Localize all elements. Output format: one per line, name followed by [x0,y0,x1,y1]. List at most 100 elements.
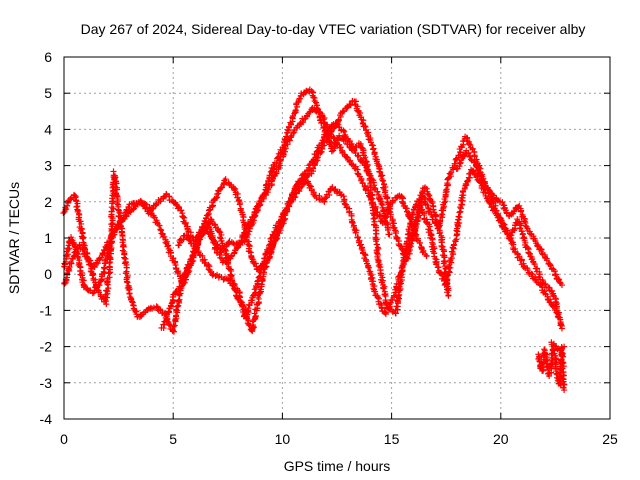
x-tick-label: 20 [493,431,509,447]
data-point [374,188,381,195]
y-tick-label: -2 [40,339,53,355]
data-point [89,272,96,279]
data-point [475,169,482,176]
data-point [516,202,523,209]
data-point [470,168,477,175]
data-point [444,272,451,279]
y-tick-label: 2 [44,194,52,210]
data-point [466,141,473,148]
data-point [70,253,77,260]
data-point [269,175,276,182]
data-point [312,154,319,161]
data-point [172,316,179,323]
data-point [257,286,264,293]
data-point [448,255,455,262]
data-point [91,264,98,271]
data-point [558,282,565,289]
data-point [286,201,293,208]
data-point [380,285,387,292]
data-point [124,279,131,286]
data-point [126,290,133,297]
data-point [372,185,379,192]
data-point [175,270,182,277]
data-point [252,313,259,320]
data-point [370,285,377,292]
grid-lines [64,57,610,419]
data-point [320,116,327,123]
data-point [334,120,341,127]
data-point [429,200,436,207]
data-point [370,215,377,222]
data-point [390,292,397,299]
data-point [399,199,406,206]
data-point [377,169,384,176]
data-point [185,265,192,272]
y-tick-label: -1 [40,302,53,318]
data-point [487,201,494,208]
data-point [355,234,362,241]
data-point [101,264,108,271]
data-point [374,294,381,301]
data-point [377,212,384,219]
data-point [560,378,567,385]
data-point [338,192,345,199]
data-point [560,353,567,360]
data-point [209,234,216,241]
data-point [73,203,80,210]
data-point [67,196,74,203]
data-point [361,123,368,130]
data-point [186,236,193,243]
data-point [423,185,430,192]
data-point [229,282,236,289]
data-point [176,283,183,290]
data-point [80,246,87,253]
data-point [352,229,359,236]
data-point [559,375,566,382]
data-point [442,187,449,194]
y-tick-label: -3 [40,375,53,391]
data-point [60,210,67,217]
data-point [299,119,306,126]
data-point [458,201,465,208]
data-point [478,177,485,184]
data-point [202,215,209,222]
data-point [357,241,364,248]
data-point [561,381,568,388]
data-point [273,227,280,234]
data-markers [60,86,568,394]
x-tick-label: 25 [602,431,618,447]
data-point [548,287,555,294]
data-point [367,139,374,146]
data-point [463,178,470,185]
data-point [370,145,377,152]
data-point [67,259,74,266]
data-point [447,264,454,271]
data-point [146,205,153,212]
data-point [222,246,229,253]
data-point [341,108,348,115]
data-point [326,191,333,198]
data-point [216,228,223,235]
data-point [459,192,466,199]
data-point [209,272,216,279]
data-point [121,254,128,261]
y-tick-label: -4 [40,411,53,427]
data-point [386,231,393,238]
data-point [263,263,270,270]
data-point [69,256,76,263]
data-point [175,242,182,249]
data-point [392,230,399,237]
data-point [491,207,498,214]
data-point [130,302,137,309]
data-point [173,313,180,320]
data-point [389,198,396,205]
y-tick-label: 1 [44,230,52,246]
data-point [493,196,500,203]
data-point [116,209,123,216]
data-point [534,242,541,249]
data-point [381,291,388,298]
data-point [312,107,319,114]
data-point [184,232,191,239]
series-track-6 [453,147,565,289]
data-point [340,193,347,200]
